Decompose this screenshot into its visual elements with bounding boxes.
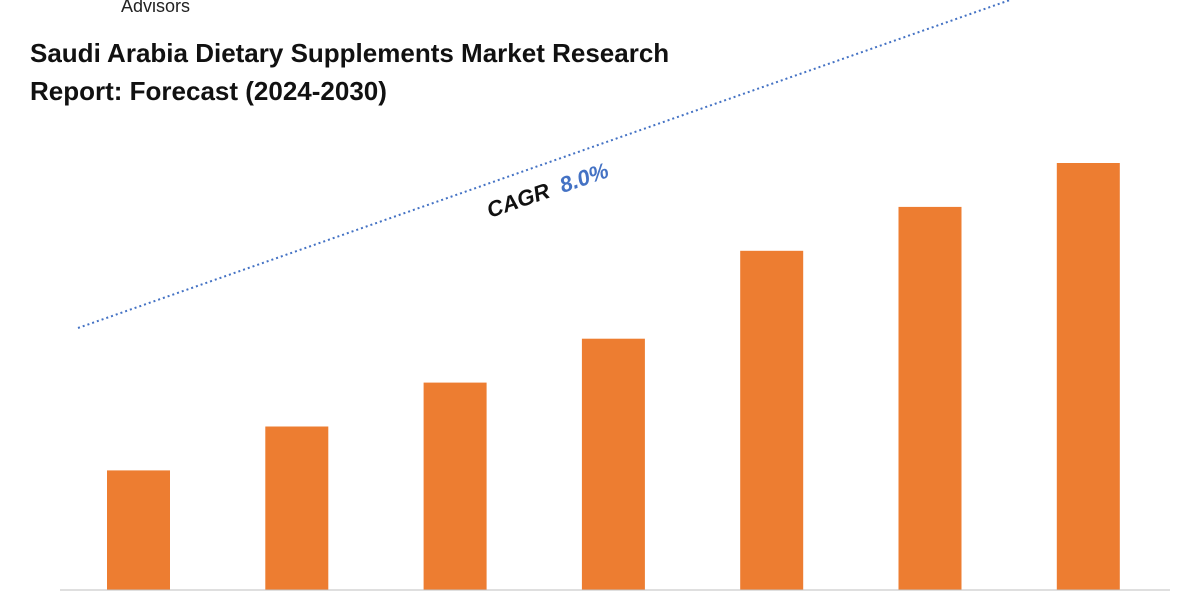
bar-1: [107, 470, 170, 590]
brand-logo-text: Advisors: [121, 0, 191, 16]
title-line-1: Saudi Arabia Dietary Supplements Market …: [30, 38, 670, 68]
bar-5: [740, 250, 804, 591]
cagr-trend-line: [77, 0, 1011, 329]
bar-6: [898, 206, 962, 590]
bar-3: [423, 382, 487, 590]
cagr-label: CAGR: [483, 178, 552, 223]
cagr-value: 8.0%: [556, 158, 612, 198]
bar-7: [1056, 163, 1120, 590]
page-title: Saudi Arabia Dietary Supplements Market …: [30, 34, 790, 110]
cagr-annotation: CAGR 8.0%: [483, 158, 611, 223]
bars-group: [107, 163, 1120, 591]
bar-4: [581, 338, 645, 590]
title-line-2: Report: Forecast (2024-2030): [30, 76, 387, 106]
bar-2: [265, 426, 329, 590]
